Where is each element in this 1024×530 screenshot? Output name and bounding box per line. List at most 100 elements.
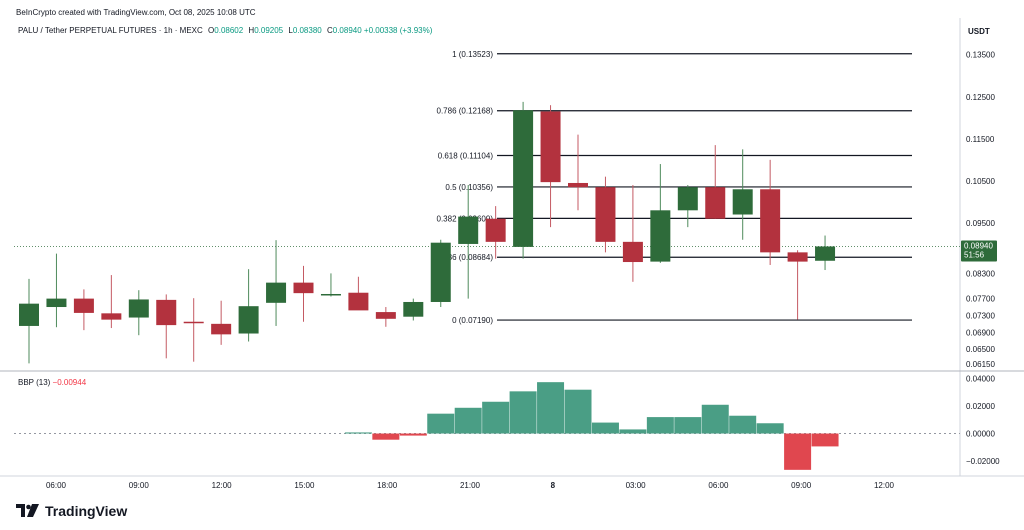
candle-body <box>513 110 534 247</box>
currency-label[interactable]: USDT <box>968 27 990 36</box>
candle-body <box>815 246 836 261</box>
low-value: 0.08380 <box>292 26 322 35</box>
bbp-bar <box>619 429 647 434</box>
candle-body <box>458 216 479 244</box>
price-tick-label: 0.06500 <box>966 345 995 354</box>
indicator-name[interactable]: BBP (13) <box>18 378 51 387</box>
low-label: L <box>288 26 293 35</box>
grid-lines <box>0 18 1024 477</box>
high-label: H <box>248 26 255 35</box>
candle-body <box>677 187 698 211</box>
price-tick-label: 0.09500 <box>966 219 995 228</box>
indicator-value: −0.00944 <box>52 378 87 387</box>
candle-body <box>485 218 506 242</box>
candle-body <box>622 241 643 263</box>
time-tick-label: 18:00 <box>377 481 398 490</box>
bbp-bar <box>729 415 757 434</box>
candles <box>19 101 836 364</box>
bbp-bar <box>482 401 510 434</box>
bbp-tick-label: 0.04000 <box>966 375 995 384</box>
bbp-bar <box>784 433 812 470</box>
candle-body <box>650 210 671 262</box>
time-tick-label: 09:00 <box>791 481 812 490</box>
bbp-bar <box>591 422 619 434</box>
time-tick-label: 12:00 <box>874 481 895 490</box>
candle-body <box>211 323 232 335</box>
tradingview-logo[interactable]: TradingView <box>16 503 127 519</box>
bbp-bar <box>372 433 400 440</box>
bbp-bar <box>811 433 839 447</box>
candle-body <box>375 312 396 319</box>
fibonacci-retracement[interactable]: 1 (0.13523) 0.786 (0.12168) 0.618 (0.11104… <box>437 50 913 325</box>
candle-body <box>732 189 753 215</box>
candle-body <box>101 313 122 320</box>
symbol-title[interactable]: PALU / Tether PERPETUAL FUTURES · 1h · M… <box>18 26 203 35</box>
fib-level-label: 1 (0.13523) <box>452 50 493 59</box>
open-label: O <box>208 26 215 35</box>
candle-body <box>238 306 259 334</box>
price-tick-label: 0.06900 <box>966 328 995 337</box>
candle-body <box>787 252 808 262</box>
candle-body <box>266 282 287 303</box>
bar-countdown: 51:56 <box>964 250 985 259</box>
time-tick-label: 21:00 <box>460 481 481 490</box>
time-tick-label: 06:00 <box>46 481 67 490</box>
high-value: 0.09205 <box>254 26 284 35</box>
bbp-bar <box>646 417 674 434</box>
time-tick-label: 8 <box>551 481 556 490</box>
candle-body <box>46 298 67 308</box>
candle-body <box>348 292 369 311</box>
candle-body <box>19 303 39 326</box>
bbp-bar <box>756 423 784 434</box>
candle-body <box>540 111 561 183</box>
axes: 0.13500 0.12500 0.11500 0.10500 0.09500 0.083… <box>46 51 1000 490</box>
candle-body <box>430 242 451 302</box>
price-tick-label: 0.13500 <box>966 51 995 60</box>
watermark-caption: BeInCrypto created with TradingView.com,… <box>16 8 256 17</box>
candle-body <box>293 282 314 294</box>
bbp-bar <box>509 391 537 434</box>
candle-body <box>128 299 149 318</box>
candle-body <box>156 299 177 326</box>
price-tick-label: 0.06150 <box>966 360 995 369</box>
candle-body <box>183 321 204 324</box>
bbp-tick-label: −0.02000 <box>966 457 1000 466</box>
bbp-bar <box>564 389 592 434</box>
candle-body <box>568 182 588 188</box>
time-tick-label: 15:00 <box>294 481 315 490</box>
candle-body <box>760 189 781 253</box>
symbol-legend: PALU / Tether PERPETUAL FUTURES · 1h · M… <box>18 26 432 35</box>
bbp-bar <box>427 413 455 434</box>
candle-body <box>403 301 424 317</box>
time-tick-label: 09:00 <box>129 481 150 490</box>
bbp-bar <box>701 404 729 434</box>
fib-level-label: 0.618 (0.11104) <box>438 151 494 160</box>
bbp-tick-label: 0.02000 <box>966 402 995 411</box>
bbp-bar <box>344 432 372 434</box>
price-tick-label: 0.07300 <box>966 311 995 320</box>
current-price-value: 0.08940 <box>964 241 993 250</box>
price-tick-label: 0.10500 <box>966 177 995 186</box>
price-tick-label: 0.08300 <box>966 269 995 278</box>
price-tick-label: 0.11500 <box>966 135 995 144</box>
close-label: C <box>326 26 333 35</box>
time-tick-label: 12:00 <box>212 481 233 490</box>
price-tick-label: 0.12500 <box>966 93 995 102</box>
candle-body <box>73 298 94 313</box>
candle-body <box>320 293 341 296</box>
fib-level-label: 0.236 (0.08684) <box>437 253 494 262</box>
bbp-bar <box>537 382 565 434</box>
time-tick-label: 03:00 <box>626 481 647 490</box>
bbp-bar <box>399 433 427 436</box>
change-value: +0.00338 (+3.93%) <box>363 26 433 35</box>
fib-level-label: 0.5 (0.10356) <box>445 183 493 192</box>
close-value: 0.08940 <box>332 26 362 35</box>
bbp-tick-label: 0.00000 <box>966 430 995 439</box>
bbp-bar <box>674 417 702 434</box>
current-price-tag <box>961 240 997 262</box>
candle-body <box>595 187 616 242</box>
price-tick-label: 0.07700 <box>966 295 995 304</box>
fib-level-label: 0.786 (0.12168) <box>437 107 494 116</box>
